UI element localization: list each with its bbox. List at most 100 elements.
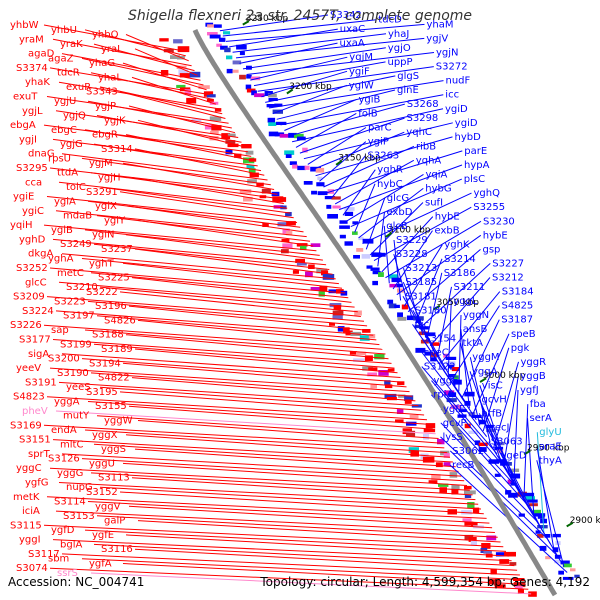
gene-label[interactable]: yhaK <box>25 77 50 88</box>
gene-label[interactable]: S3295 <box>16 163 48 174</box>
gene-label[interactable]: S3195 <box>86 387 118 398</box>
gene-label[interactable]: S3210 <box>66 282 98 293</box>
gene-label[interactable]: yggE <box>434 376 459 387</box>
gene-label[interactable]: galP <box>104 516 125 527</box>
gene-label[interactable]: folB <box>358 108 377 119</box>
gene-label[interactable]: yqhC <box>406 127 432 138</box>
gene-label[interactable]: ygiD <box>445 104 468 115</box>
gene-label[interactable]: agaD <box>28 49 55 60</box>
gene-label[interactable]: yggA <box>54 397 80 408</box>
gene-label[interactable]: S3211 <box>454 282 486 293</box>
gene-label[interactable]: S3185 <box>405 277 437 288</box>
gene-label[interactable]: yggX <box>92 430 118 441</box>
gene-label[interactable]: ebgC <box>51 125 77 136</box>
gene-label[interactable]: S3229 <box>396 235 428 246</box>
gene-label[interactable]: exuR <box>66 82 91 93</box>
gene-label[interactable]: S3155 <box>95 401 127 412</box>
gene-label[interactable]: ebgA <box>10 120 36 131</box>
gene-label[interactable]: yggV <box>95 501 121 512</box>
gene-label[interactable]: ygjL <box>22 106 43 117</box>
gene-label[interactable]: ygjU <box>54 96 76 107</box>
gene-label[interactable]: S3188 <box>92 330 124 341</box>
gene-label[interactable]: ygfD <box>51 525 75 536</box>
gene-label[interactable]: S3237 <box>101 244 133 255</box>
gene-label[interactable]: ygjI <box>19 134 37 145</box>
gene-label[interactable]: yraM <box>19 34 44 45</box>
gene-label[interactable]: sigA <box>28 349 49 360</box>
gene-label[interactable]: S3113 <box>98 473 130 484</box>
gene-label[interactable]: S3214 <box>444 254 476 265</box>
gene-label[interactable]: yhaG <box>89 58 115 69</box>
gene-label[interactable]: parE <box>464 146 487 157</box>
gene-label[interactable]: yggW <box>104 416 133 427</box>
gene-label[interactable]: S3222 <box>86 287 118 298</box>
gene-label[interactable]: S3062 <box>452 446 484 457</box>
gene-label[interactable]: S3153 <box>63 511 95 522</box>
gene-label[interactable]: S3224 <box>22 306 54 317</box>
gene-label[interactable]: speB <box>511 329 536 340</box>
gene-label[interactable]: S3177 <box>19 335 51 346</box>
gene-label[interactable]: S3255 <box>473 202 505 213</box>
gene-label[interactable]: hybE <box>483 230 508 241</box>
gene-label[interactable]: yggL <box>453 296 478 307</box>
gene-label[interactable]: plsC <box>464 174 485 185</box>
gene-label[interactable]: ygiX <box>95 201 117 212</box>
gene-label[interactable]: S3180 <box>415 305 447 316</box>
gene-label[interactable]: ygjG <box>60 139 83 150</box>
gene-label[interactable]: S3200 <box>48 354 80 365</box>
gene-label[interactable]: S3228 <box>396 249 428 260</box>
gene-label[interactable]: gcvP <box>443 418 467 429</box>
gene-label[interactable]: S3114 <box>54 497 86 508</box>
gene-label[interactable]: exbB <box>435 226 460 237</box>
gene-label[interactable]: tolC <box>66 182 86 193</box>
gene-label[interactable]: serA <box>530 413 552 424</box>
gene-label[interactable]: ygfE <box>92 530 114 541</box>
gene-label[interactable]: rpiA <box>433 390 453 401</box>
gene-label[interactable]: icc <box>445 90 459 101</box>
gene-label[interactable]: bglA <box>60 539 82 550</box>
gene-label[interactable]: S3268 <box>407 99 439 110</box>
gene-label[interactable]: S3184 <box>502 287 534 298</box>
gene-label[interactable]: hybG <box>425 183 451 194</box>
gene-label[interactable]: S3314 <box>101 144 133 155</box>
gene-label[interactable]: sap <box>51 325 69 336</box>
gene-label[interactable]: yghQ <box>474 188 501 199</box>
gene-label[interactable]: S3196 <box>95 301 127 312</box>
gene-label[interactable]: S4822 <box>98 373 130 384</box>
gene-label[interactable]: yraK <box>60 39 83 50</box>
gene-label[interactable]: metK <box>13 492 40 503</box>
gene-label[interactable]: pgk <box>511 343 530 354</box>
gene-label[interactable]: yraI <box>101 44 120 55</box>
gene-label[interactable]: yghD <box>19 234 46 245</box>
gene-label[interactable]: gcvH <box>482 394 507 405</box>
gene-label[interactable]: ygiP <box>368 137 389 148</box>
gene-label[interactable]: tdcD <box>378 15 402 26</box>
gene-label[interactable]: S3343 <box>86 87 118 98</box>
gene-label[interactable]: S3116 <box>101 544 133 555</box>
gene-label[interactable]: uxaA <box>340 38 365 49</box>
gene-label[interactable]: S3272 <box>436 62 468 73</box>
gene-label[interactable]: glcB <box>386 221 408 232</box>
gene-label[interactable]: ygiN <box>92 230 115 241</box>
gene-label[interactable]: exuT <box>13 92 38 103</box>
gene-label[interactable]: ssrS <box>57 568 78 579</box>
gene-label[interactable]: yhaL <box>98 72 122 83</box>
gene-label[interactable]: yqhA <box>416 155 442 166</box>
gene-label[interactable]: cca <box>25 177 42 188</box>
gene-label[interactable]: ygjK <box>104 115 126 126</box>
gene-label[interactable]: S3374 <box>16 63 48 74</box>
gene-label[interactable]: ygfG <box>25 478 49 489</box>
gene-label[interactable]: gsp <box>483 244 501 255</box>
gene-label[interactable]: S3186 <box>444 268 476 279</box>
gene-label[interactable]: ygiD <box>455 118 478 129</box>
gene-label[interactable]: S3115 <box>10 520 42 531</box>
gene-label[interactable]: fba <box>530 399 546 410</box>
gene-label[interactable]: S3212 <box>492 273 524 284</box>
gene-label[interactable]: S3117 <box>28 549 60 560</box>
gene-label[interactable]: sprT <box>28 449 51 460</box>
gene-label[interactable]: hybC <box>377 179 403 190</box>
gene-label[interactable]: recB <box>452 460 475 471</box>
gene-label[interactable]: nupG <box>66 482 93 493</box>
gene-label[interactable]: S4823 <box>13 392 45 403</box>
gene-label[interactable]: S3151 <box>19 435 51 446</box>
